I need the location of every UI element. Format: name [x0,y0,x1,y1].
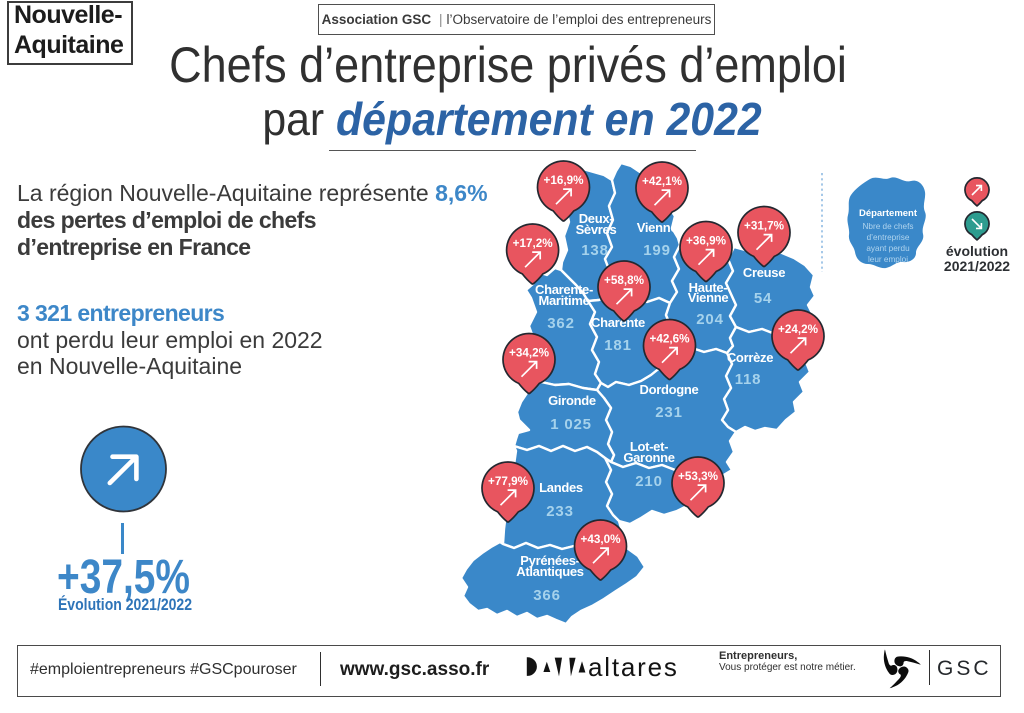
svg-text:Gironde: Gironde [548,393,596,408]
svg-text:+17,2%: +17,2% [513,237,554,250]
svg-text:Atlantiques: Atlantiques [516,564,584,579]
svg-text:+34,2%: +34,2% [509,347,550,360]
svg-text:118: 118 [735,371,762,388]
svg-text:1 025: 1 025 [550,416,592,433]
svg-text:+53,3%: +53,3% [678,470,719,483]
svg-text:+77,9%: +77,9% [488,475,529,488]
svg-text:Département: Département [859,208,918,219]
svg-text:+16,9%: +16,9% [544,174,585,187]
svg-text:210: 210 [635,473,662,490]
svg-text:Nbre de chefs: Nbre de chefs [863,222,914,231]
svg-text:+43,0%: +43,0% [581,533,622,546]
svg-text:Pyrénées-: Pyrénées- [520,553,579,568]
svg-text:181: 181 [604,337,631,354]
svg-text:évolution: évolution [946,243,1008,259]
svg-text:Vienne: Vienne [688,290,729,305]
svg-text:231: 231 [655,404,682,421]
svg-text:362: 362 [547,315,574,332]
svg-text:+42,1%: +42,1% [642,175,683,188]
svg-text:Corrèze: Corrèze [727,350,773,365]
svg-text:Garonne: Garonne [623,450,674,465]
svg-text:+31,7%: +31,7% [744,220,785,233]
svg-text:+24,2%: +24,2% [778,323,819,336]
svg-text:138: 138 [581,242,608,259]
svg-text:Charente: Charente [591,315,645,330]
svg-text:233: 233 [546,503,573,520]
svg-text:54: 54 [754,290,772,307]
svg-text:Vienne: Vienne [637,220,678,235]
svg-text:+42,6%: +42,6% [650,333,691,346]
svg-text:Charente-: Charente- [535,282,593,297]
svg-text:altares: altares [588,654,679,680]
svg-text:Lot-et-: Lot-et- [630,439,668,454]
svg-text:+58,8%: +58,8% [604,274,645,287]
svg-text:Creuse: Creuse [743,265,785,280]
svg-text:2021/2022: 2021/2022 [944,258,1010,274]
svg-text:366: 366 [533,587,560,604]
svg-text:leur emploi: leur emploi [868,255,908,264]
svg-text:d’entreprise: d’entreprise [867,233,910,242]
svg-text:199: 199 [643,242,670,259]
svg-text:Maritime: Maritime [538,293,589,308]
svg-text:Haute-: Haute- [689,280,728,295]
svg-text:Deux-: Deux- [579,211,614,226]
svg-text:Landes: Landes [539,480,583,495]
svg-text:+36,9%: +36,9% [686,235,727,248]
svg-text:204: 204 [696,311,723,328]
svg-text:Sèvres: Sèvres [576,222,617,237]
svg-text:ayant perdu: ayant perdu [866,244,910,253]
svg-text:Dordogne: Dordogne [640,382,699,397]
